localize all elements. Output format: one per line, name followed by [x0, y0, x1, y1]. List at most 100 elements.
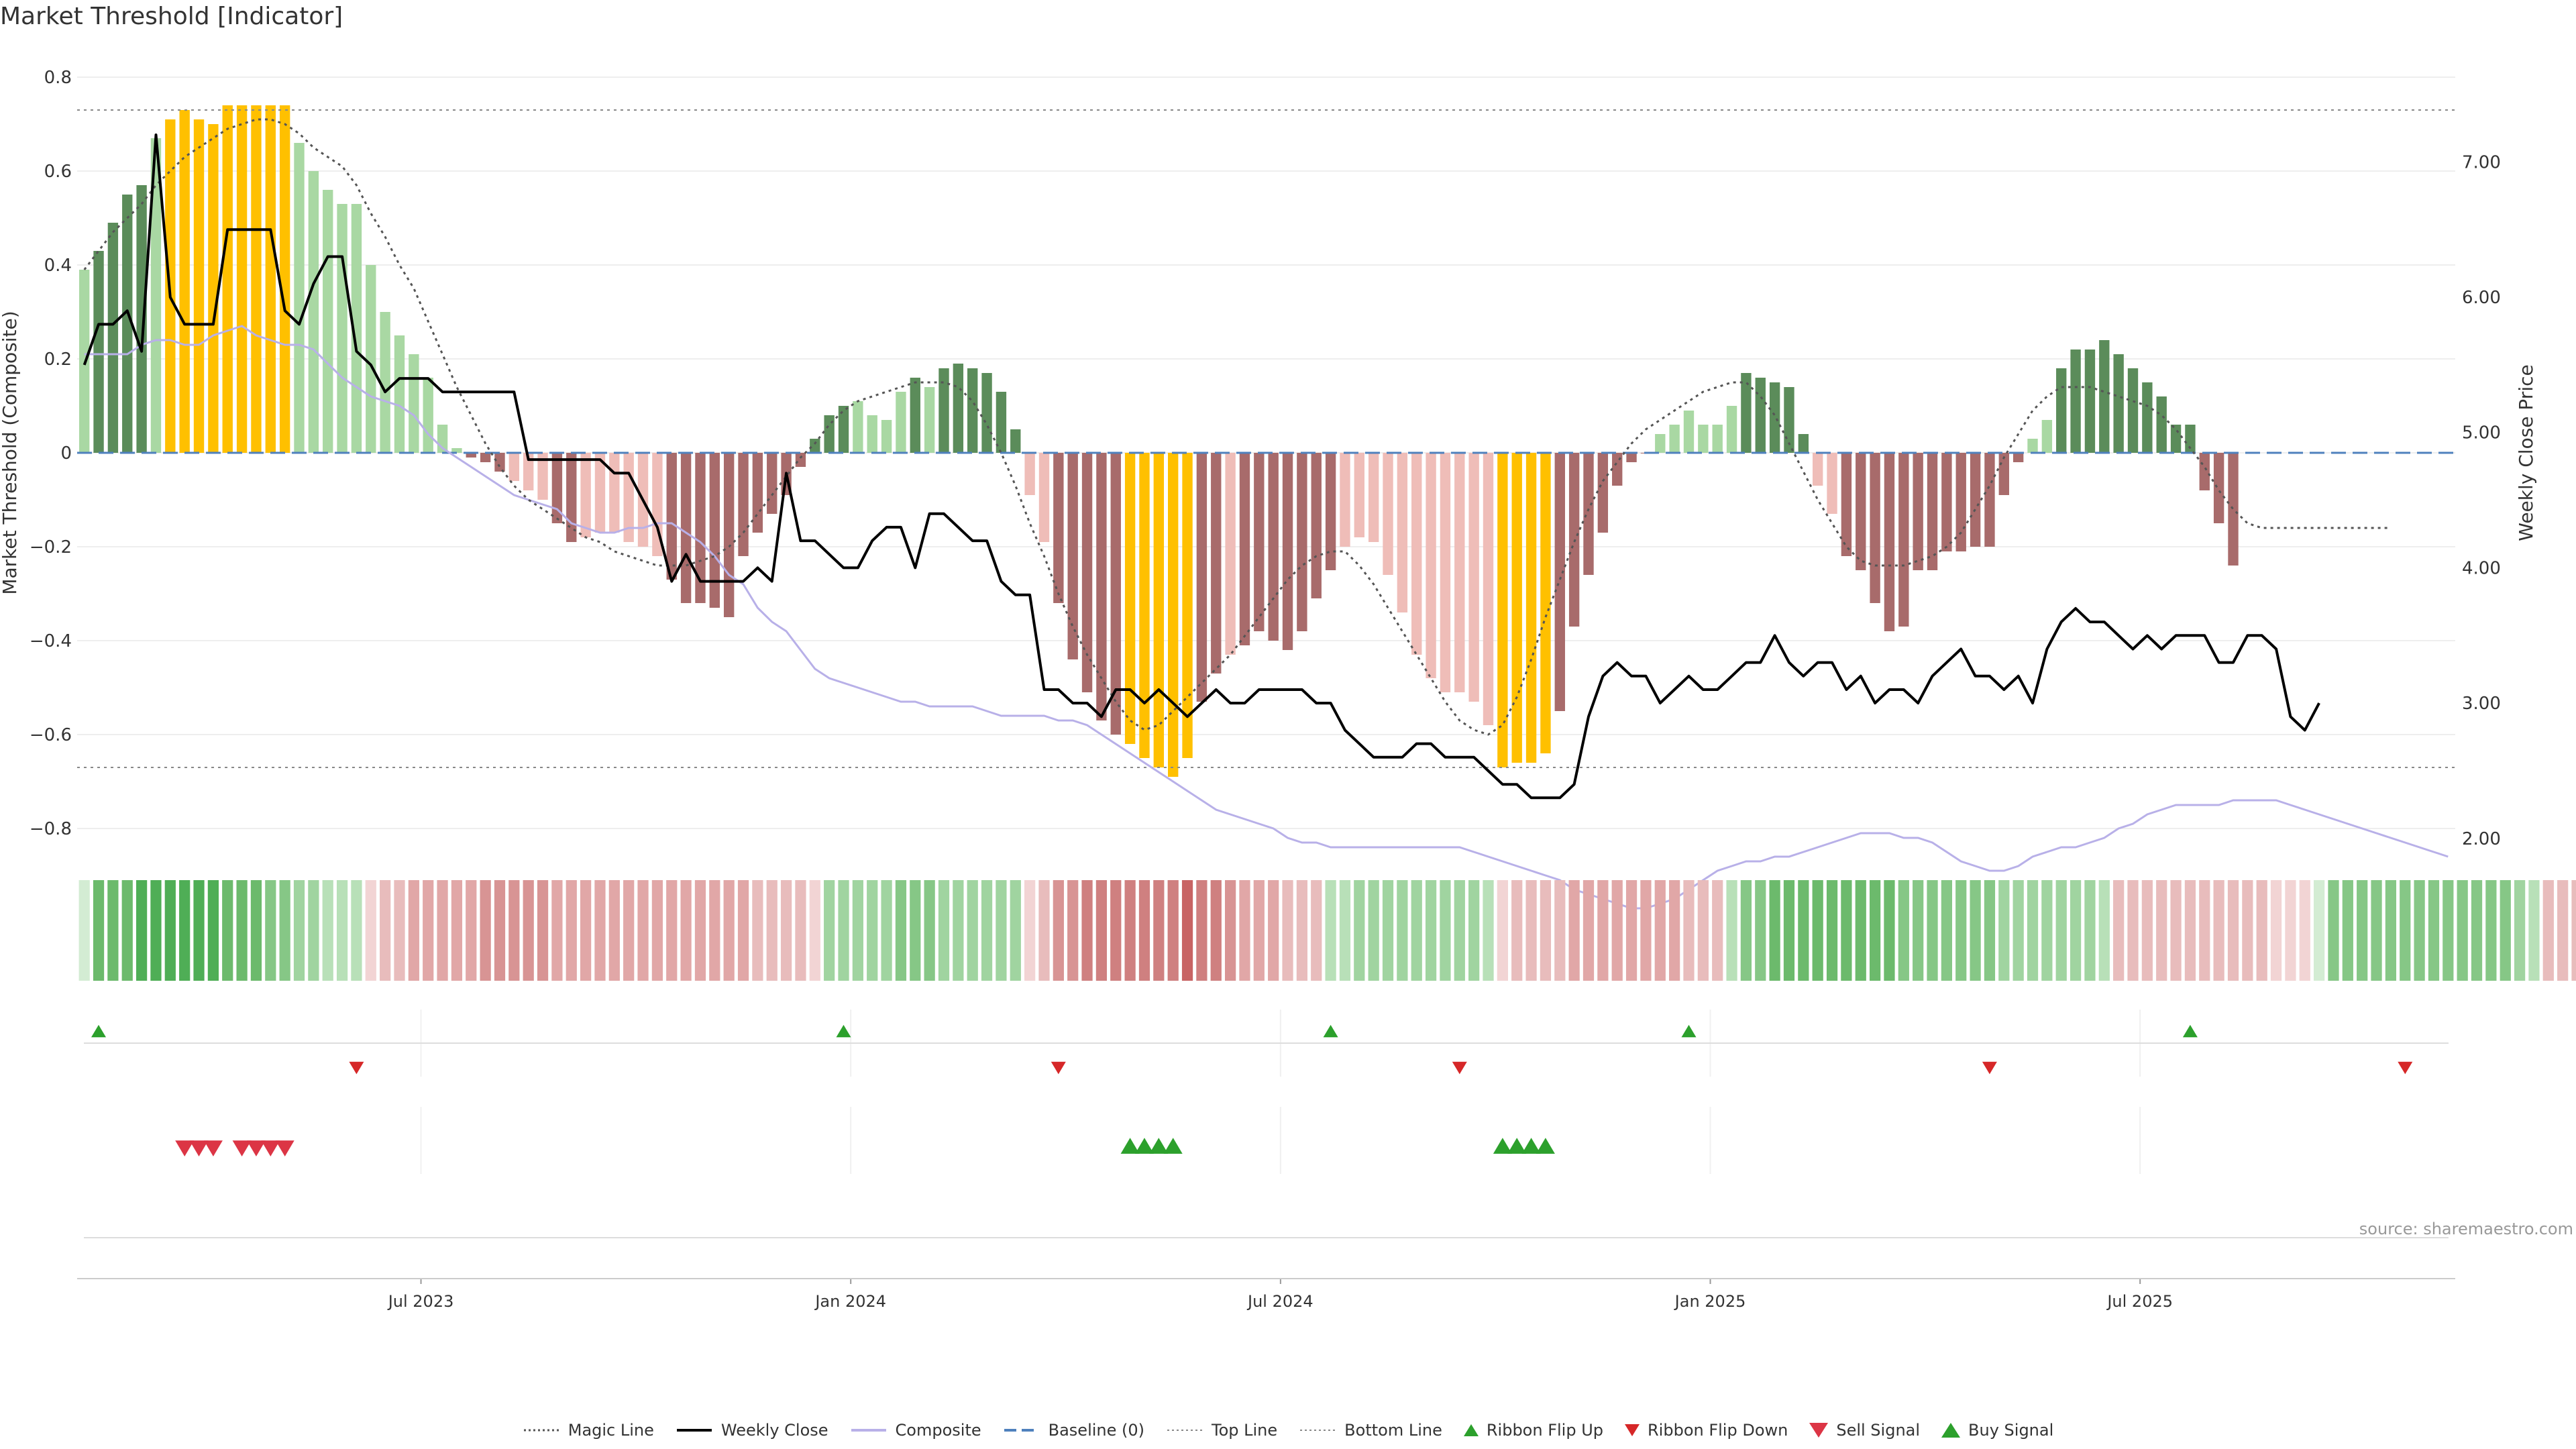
ribbon-cell	[1454, 880, 1465, 981]
legend-item-ribbon-flip-down: Ribbon Flip Down	[1625, 1421, 1788, 1440]
ribbon-cell	[766, 880, 777, 981]
triangle-down-icon	[1625, 1424, 1640, 1436]
threshold-bar	[551, 453, 563, 523]
ribbon-cell	[1440, 880, 1451, 981]
ribbon-cell	[809, 880, 820, 981]
threshold-bar	[896, 392, 906, 453]
ribbon-cell	[1755, 880, 1766, 981]
x-tick-label: Jan 2025	[1674, 1292, 1746, 1311]
ribbon-cell	[1683, 880, 1695, 981]
ribbon-cell	[207, 880, 219, 981]
ribbon-cell	[2528, 880, 2540, 981]
ribbon-cell	[351, 880, 362, 981]
ribbon-cell	[2041, 880, 2053, 981]
threshold-bar	[1884, 453, 1895, 631]
legend-label: Buy Signal	[1968, 1421, 2054, 1440]
weekly-close-line	[83, 133, 2320, 800]
ribbon-cell	[2557, 880, 2569, 981]
ribbon-cell	[193, 880, 205, 981]
threshold-bar	[2170, 425, 2182, 453]
threshold-bar	[1225, 453, 1236, 655]
sell-signal-marker	[232, 1140, 252, 1157]
ribbon-cell	[953, 880, 964, 981]
ribbon-cell	[867, 880, 878, 981]
threshold-bar	[723, 453, 735, 617]
ribbon-cell	[1898, 880, 1909, 981]
ribbon-cell	[1841, 880, 1852, 981]
threshold-bar	[2228, 453, 2239, 566]
ribbon-cell	[1053, 880, 1064, 981]
ribbon-flip-down-marker	[1982, 1061, 1997, 1075]
ribbon-cell	[1038, 880, 1050, 981]
ribbon-cell	[924, 880, 935, 981]
threshold-bar	[1211, 453, 1222, 674]
ribbon-cell	[150, 880, 162, 981]
threshold-bar	[308, 171, 319, 453]
ribbon-cell	[2514, 880, 2526, 981]
ribbon-cell	[623, 880, 635, 981]
x-tick-label: Jul 2025	[2106, 1292, 2173, 1311]
ribbon-cell	[1769, 880, 1780, 981]
threshold-bar	[1683, 411, 1695, 453]
ribbon-cell	[2256, 880, 2267, 981]
threshold-bar	[1468, 453, 1479, 702]
threshold-bar	[1984, 453, 1995, 547]
ribbon-cell	[795, 880, 806, 981]
ribbon-cell	[2184, 880, 2196, 981]
ribbon-cell	[2027, 880, 2039, 981]
ribbon-cell	[1181, 880, 1193, 981]
ribbon-cell	[2485, 880, 2497, 981]
threshold-bar	[1726, 406, 1737, 453]
buy-signal-marker	[1120, 1138, 1140, 1154]
ribbon-cell	[2055, 880, 2067, 981]
buy-signal-marker	[1521, 1138, 1541, 1154]
ribbon-cell	[1913, 880, 1924, 981]
ribbon-cell	[651, 880, 663, 981]
buy-signal-marker	[1507, 1138, 1527, 1154]
threshold-bar	[881, 420, 892, 453]
threshold-bar	[394, 335, 405, 453]
threshold-bar	[2142, 382, 2153, 453]
threshold-bar	[666, 453, 677, 580]
y2-tick-label: 2.00	[2462, 829, 2501, 849]
ribbon-cell	[494, 880, 506, 981]
threshold-bar	[1067, 453, 1078, 659]
threshold-bar	[508, 453, 520, 481]
threshold-bar	[1525, 453, 1537, 763]
ribbon-cell	[1010, 880, 1021, 981]
threshold-bar	[1583, 453, 1594, 575]
threshold-bar	[609, 453, 620, 533]
y2-tick-label: 6.00	[2462, 288, 2501, 308]
ribbon-cell	[1282, 880, 1293, 981]
ribbon-flip-down-marker	[1051, 1061, 1066, 1075]
ribbon-cell	[895, 880, 907, 981]
signal-panels	[77, 1010, 2455, 1279]
ribbon-cell	[551, 880, 563, 981]
threshold-bar	[1812, 453, 1823, 486]
threshold-bar	[1196, 453, 1208, 702]
threshold-bar	[351, 204, 362, 453]
ribbon-cell	[265, 880, 276, 981]
legend-item-bottom-line: Bottom Line	[1299, 1421, 1442, 1440]
ribbon-cell	[1611, 880, 1623, 981]
threshold-bar	[1655, 434, 1666, 453]
ribbon-cell	[2299, 880, 2310, 981]
legend-key-baseline	[1004, 1429, 1039, 1432]
ribbon-cell	[1368, 880, 1379, 981]
ribbon-cell	[1798, 880, 1809, 981]
ribbon-cell	[1196, 880, 1208, 981]
threshold-bar	[2127, 368, 2139, 453]
threshold-bar	[580, 453, 591, 537]
y-tick-label: 0.4	[44, 256, 72, 276]
ribbon-cell	[1970, 880, 1981, 981]
ribbon-cell	[1210, 880, 1222, 981]
buy-triangle-icon	[1941, 1423, 1961, 1438]
ribbon-cell	[709, 880, 720, 981]
ribbon-cell	[2113, 880, 2125, 981]
ribbon-flip-up-marker	[2182, 1024, 2198, 1038]
ribbon-cell	[1869, 880, 1881, 981]
ribbon-strip	[78, 880, 2576, 981]
threshold-bar	[1110, 453, 1121, 735]
threshold-bar	[953, 364, 964, 453]
ribbon-cell	[1697, 880, 1709, 981]
